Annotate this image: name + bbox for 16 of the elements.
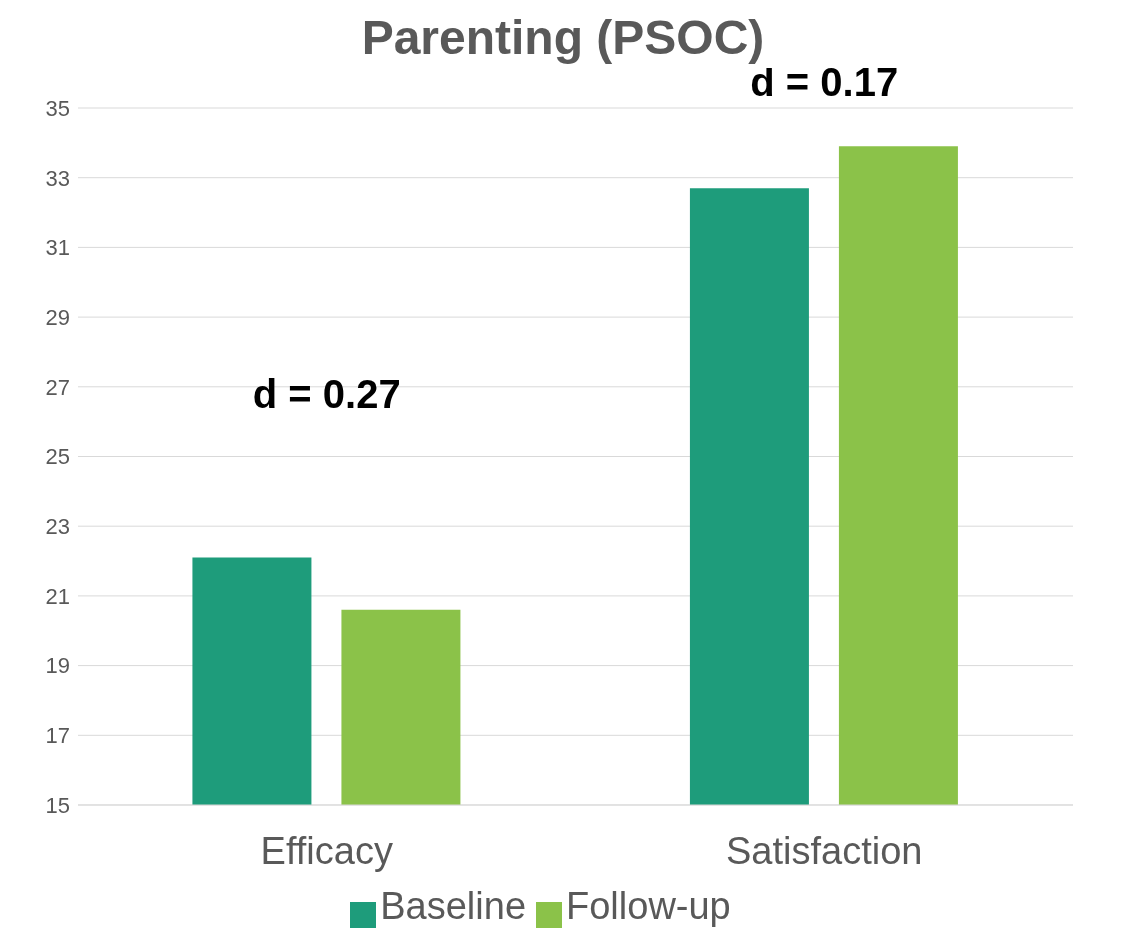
annotation: d = 0.27 — [252, 371, 401, 416]
y-tick-label: 19 — [45, 653, 70, 679]
y-tick-label: 21 — [45, 583, 70, 609]
y-tick-label: 15 — [45, 792, 70, 818]
y-tick-label: 23 — [45, 514, 70, 540]
y-tick-label: 27 — [45, 374, 70, 400]
y-tick-label: 35 — [45, 95, 70, 121]
y-tick-label: 31 — [45, 235, 70, 261]
legend-label: Follow-up — [566, 885, 731, 927]
y-tick-label: 17 — [45, 723, 70, 749]
legend-label: Baseline — [380, 885, 527, 927]
y-tick-label: 29 — [45, 304, 70, 330]
x-tick-label: Efficacy — [260, 829, 393, 872]
y-tick-label: 33 — [45, 165, 70, 191]
x-tick-label: Satisfaction — [726, 829, 923, 872]
y-tick-label: 25 — [45, 444, 70, 470]
